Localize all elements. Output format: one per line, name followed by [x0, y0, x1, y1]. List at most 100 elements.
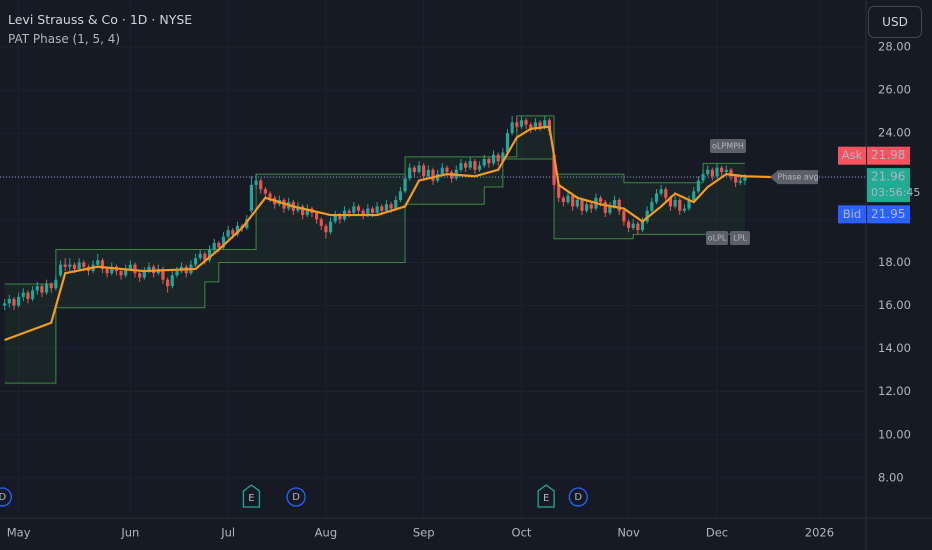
candle-body	[501, 152, 505, 162]
candle-body	[729, 169, 733, 177]
candle-body	[571, 195, 575, 207]
candle-body	[68, 264, 72, 267]
candle-body	[226, 230, 230, 237]
candle-body	[324, 225, 328, 233]
candle-body	[21, 292, 25, 297]
candle-body	[589, 204, 593, 209]
candle-body	[207, 249, 212, 261]
candle-body	[710, 169, 714, 177]
candle-body	[100, 260, 105, 269]
candle-body	[110, 266, 114, 274]
candle-body	[724, 169, 728, 172]
candle-body	[417, 165, 421, 172]
candle-body	[54, 279, 58, 289]
candle-body	[259, 180, 263, 190]
price-name: Ask	[842, 148, 863, 162]
candle-body	[40, 286, 44, 293]
event-marker	[537, 484, 555, 508]
candle-body	[3, 303, 7, 306]
candle-body	[268, 193, 272, 198]
y-tick-label: 14.00	[878, 341, 911, 355]
candle-body	[161, 268, 165, 280]
candle-body	[389, 204, 393, 209]
candle-body	[221, 236, 226, 248]
event-marker	[568, 487, 588, 507]
candle-body	[608, 206, 612, 213]
price-box	[867, 146, 910, 165]
candle-body	[138, 273, 142, 278]
candle-body	[356, 206, 361, 211]
x-tick-label: 2026	[805, 526, 834, 540]
tag-pointer	[770, 170, 818, 185]
candle-body	[701, 174, 705, 181]
candle-body	[743, 177, 747, 181]
candle-body	[212, 243, 216, 250]
candle-body	[26, 292, 30, 300]
candle-body	[422, 165, 426, 177]
candle-body	[510, 122, 514, 134]
x-tick-label: Sep	[413, 526, 435, 540]
candle-body	[35, 286, 39, 291]
candle-body	[491, 154, 496, 164]
tag-box	[706, 231, 728, 245]
event-marker	[0, 487, 12, 507]
y-tick-label: 8.00	[878, 470, 904, 484]
price-box	[867, 205, 910, 224]
indicator-title: PAT Phase (1, 5, 4)	[8, 32, 121, 46]
phase-avg-line	[4, 125, 773, 342]
candle-body	[426, 169, 430, 177]
candle-body	[235, 225, 240, 235]
candle-body	[333, 215, 337, 222]
currency-button[interactable]: USD	[868, 6, 922, 38]
candle-body	[366, 208, 370, 216]
price-name: Bid	[843, 207, 861, 221]
candle-body	[580, 199, 584, 211]
candle-body	[529, 124, 533, 129]
candle-body	[543, 120, 547, 127]
event-letter: E	[543, 493, 549, 504]
tag-box	[710, 139, 746, 153]
candle-body	[315, 212, 319, 220]
candle-body	[636, 223, 640, 231]
candle-body	[7, 299, 11, 304]
candle-body	[687, 199, 691, 209]
x-tick-label: Oct	[512, 526, 532, 540]
candle-body	[715, 167, 719, 177]
price-box	[867, 168, 910, 203]
candle-body	[319, 219, 323, 226]
candle-body	[370, 208, 375, 213]
y-tick-label: 12.00	[878, 384, 911, 398]
candle-body	[603, 202, 607, 213]
y-tick-label: 10.00	[878, 427, 911, 441]
candle-body	[63, 264, 67, 267]
candle-body	[617, 199, 621, 211]
tag-label: LPL	[733, 234, 747, 243]
candle-body	[645, 210, 649, 222]
candle-body	[734, 176, 738, 183]
candle-body	[249, 184, 254, 211]
candle-body	[640, 221, 645, 231]
candle-body	[193, 258, 198, 265]
candle-body	[301, 206, 305, 216]
candle-body	[473, 161, 477, 170]
candle-body	[664, 189, 668, 198]
event-marker	[286, 487, 306, 507]
event-letter: D	[574, 492, 582, 503]
candle-body	[440, 167, 444, 175]
candle-body	[575, 199, 579, 207]
candle-body	[72, 264, 77, 269]
candle-body	[692, 191, 696, 200]
candle-body	[678, 199, 682, 211]
candle-body	[128, 264, 132, 269]
candle-body	[738, 180, 742, 183]
event-letter: E	[248, 493, 254, 504]
candle-body	[231, 230, 235, 235]
candle-body	[124, 268, 128, 276]
y-tick-label: 28.00	[878, 39, 911, 53]
candle-body	[487, 159, 491, 164]
phase-avg-label: Phase avg	[777, 173, 818, 182]
candle-body	[147, 266, 151, 272]
candle-body	[477, 165, 482, 170]
y-tick-label: 16.00	[878, 298, 911, 312]
candle-body	[468, 161, 472, 168]
